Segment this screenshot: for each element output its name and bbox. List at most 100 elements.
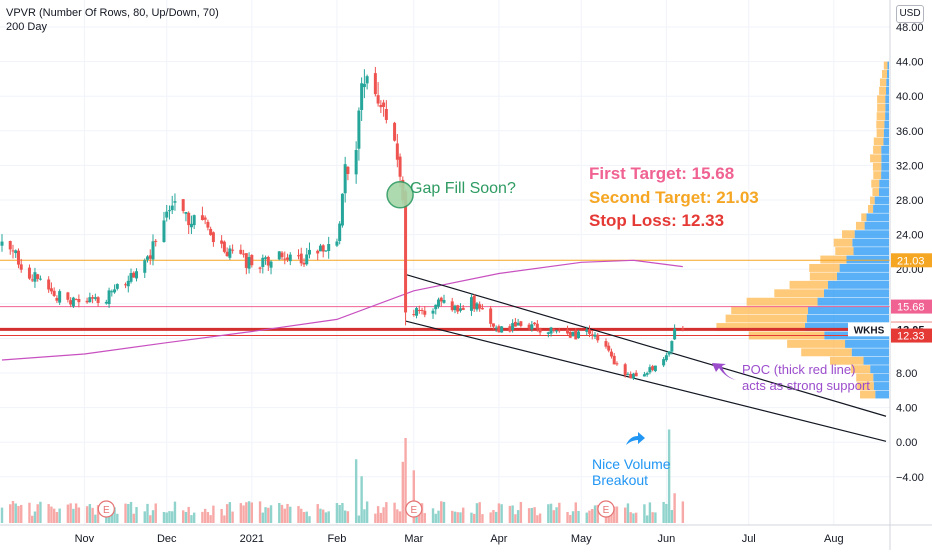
candle-body <box>247 257 251 269</box>
volume-profile-down-bar <box>860 390 876 399</box>
volume-bar <box>632 513 635 523</box>
candle-body <box>593 334 597 337</box>
volume-profile-down-bar <box>842 230 855 239</box>
candle-body <box>299 253 303 264</box>
candle-body <box>335 241 339 246</box>
candle-body <box>93 297 97 299</box>
candle-body <box>71 297 75 307</box>
volume-profile-down-bar <box>883 61 888 70</box>
volume-profile-down-bar <box>833 238 853 247</box>
volume-bar <box>184 511 188 523</box>
candle-body <box>115 284 119 289</box>
time-tick-label: May <box>571 533 592 545</box>
vpvr-indicator-label[interactable]: VPVR (Number Of Rows, 80, Up/Down, 70) <box>6 7 219 19</box>
grid-layer <box>0 0 890 525</box>
candle-body <box>173 201 177 203</box>
candle-body <box>38 278 42 280</box>
volume-bar <box>66 504 70 523</box>
price-axis: −4.000.004.008.0012.0016.0020.0024.0028.… <box>889 0 924 550</box>
volume-bar <box>91 507 94 523</box>
candle-body <box>568 331 572 338</box>
volume-bar <box>613 506 616 523</box>
volume-bar <box>190 515 193 523</box>
volume-bar <box>462 507 465 523</box>
price-tick-label: 4.00 <box>896 403 917 415</box>
volume-bar <box>72 508 75 523</box>
volume-bar <box>665 503 668 523</box>
volume-bar <box>28 502 31 523</box>
candle-body <box>343 164 347 194</box>
volume-bar <box>228 502 232 523</box>
volume-profile-up-bar <box>836 272 889 281</box>
volume-bar <box>585 512 588 523</box>
volume-bar <box>9 504 12 523</box>
volume-profile-down-bar <box>801 348 852 357</box>
horizontal-levels-layer <box>0 259 890 337</box>
candle-body <box>623 364 627 376</box>
candle-body <box>283 258 287 260</box>
candle-body <box>458 308 462 311</box>
ma-indicator-label[interactable]: 200 Day <box>6 21 47 33</box>
time-axis: Nov Dec 2021 Feb Mar Apr May Jun Jul Aug <box>0 524 932 545</box>
volume-bar <box>173 501 177 523</box>
candle-body <box>379 104 383 108</box>
volume-profile-up-bar <box>874 196 889 205</box>
volume-bar <box>39 501 42 523</box>
volume-bar <box>643 504 646 523</box>
candle-body <box>513 321 517 327</box>
volume-bar <box>322 509 325 523</box>
volume-profile-down-bar <box>877 95 886 104</box>
volume-bar <box>305 511 308 523</box>
volume-profile-up-bar <box>845 339 889 348</box>
volume-bar <box>335 503 339 523</box>
currency-button[interactable]: USD <box>896 5 924 23</box>
volume-profile-up-bar <box>846 255 889 264</box>
price-tick-label: 28.00 <box>896 195 924 207</box>
volume-bar <box>648 502 652 523</box>
channel-layer <box>405 273 887 442</box>
candle-body <box>165 211 169 218</box>
candle-body <box>261 257 265 267</box>
volume-bar <box>206 512 210 523</box>
volume-bar <box>85 506 89 523</box>
candle-body <box>33 272 37 282</box>
candle-body <box>393 122 397 141</box>
volume-bar <box>552 510 556 523</box>
candle-body <box>360 83 364 110</box>
first-target-note: First Target: 15.68 <box>589 164 735 183</box>
candle-body <box>469 297 473 311</box>
price-label-bg <box>891 299 932 314</box>
volume-bar <box>289 506 292 523</box>
time-tick-label: 2021 <box>240 533 264 545</box>
volume-bar <box>69 503 72 523</box>
volume-bar <box>33 511 37 523</box>
volume-profile-up-bar <box>864 221 889 230</box>
volume-profile-down-bar <box>870 196 875 205</box>
volume-bar <box>398 511 402 523</box>
volume-bar <box>286 503 289 523</box>
candle-body <box>110 291 114 293</box>
candle-body <box>434 304 438 310</box>
volume-profile-down-bar <box>873 171 882 180</box>
volume-bar <box>481 514 484 523</box>
candle-body <box>231 249 235 251</box>
volume-bar <box>442 501 446 523</box>
time-tick-label: Apr <box>490 533 507 545</box>
candle-body <box>667 351 671 355</box>
candle-body <box>209 228 213 236</box>
candle-body <box>442 299 446 303</box>
price-label: 12.33 <box>897 331 925 343</box>
price-tick-label: 0.00 <box>896 437 917 449</box>
volume-bar <box>324 512 328 523</box>
volume-bar <box>593 505 597 523</box>
candle-body <box>55 297 59 301</box>
volume-profile-down-bar <box>725 314 807 323</box>
candle-body <box>77 298 81 303</box>
candle-body <box>585 329 589 332</box>
volume-profile-down-bar <box>871 179 880 188</box>
time-tick-label: Nov <box>75 533 95 545</box>
volume-bar <box>302 511 306 523</box>
moving-average-layer <box>1 259 683 361</box>
